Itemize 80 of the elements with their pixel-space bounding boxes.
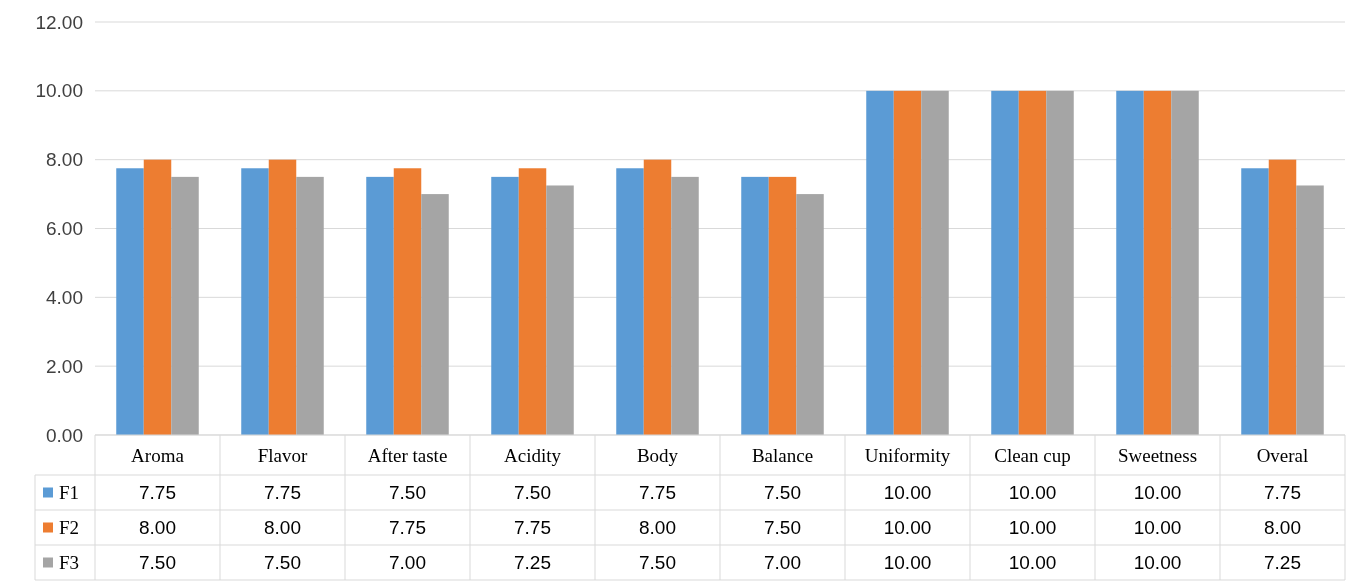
data-label: 7.50 xyxy=(764,482,801,504)
data-label: 10.00 xyxy=(1133,517,1182,539)
data-label: 7.50 xyxy=(764,517,801,539)
data-label: 7.00 xyxy=(764,552,801,574)
x-tick-label: Balance xyxy=(751,444,814,466)
data-label: 7.75 xyxy=(639,482,676,504)
data-label: 8.00 xyxy=(1264,517,1301,539)
y-tick-label: 10.00 xyxy=(35,80,83,102)
bar xyxy=(616,168,644,435)
data-label: 10.00 xyxy=(1133,552,1182,574)
data-label: 10.00 xyxy=(883,482,932,504)
bar xyxy=(921,90,949,435)
bar xyxy=(1116,90,1144,435)
data-label: 10.00 xyxy=(1133,482,1182,504)
data-label: 7.75 xyxy=(389,517,426,539)
x-tick-label: After taste xyxy=(367,444,448,466)
y-tick-label: 8.00 xyxy=(46,149,83,171)
bar xyxy=(171,176,199,435)
bar xyxy=(546,185,574,435)
data-label: 8.00 xyxy=(264,517,301,539)
data-label: 7.00 xyxy=(389,552,426,574)
data-label: 10.00 xyxy=(883,517,932,539)
y-tick-label: 2.00 xyxy=(46,355,83,377)
bar xyxy=(643,159,672,435)
data-label: 7.25 xyxy=(1264,552,1301,574)
data-label: 7.75 xyxy=(139,482,176,504)
x-tick-label: Flavor xyxy=(257,444,308,466)
data-label: 7.50 xyxy=(514,482,551,504)
data-label: 7.75 xyxy=(1264,482,1301,504)
data-label: 10.00 xyxy=(1008,517,1057,539)
data-label: 10.00 xyxy=(1008,482,1057,504)
bar xyxy=(143,159,172,435)
bar xyxy=(1296,185,1324,435)
bar xyxy=(491,176,519,435)
bar xyxy=(991,90,1019,435)
bar xyxy=(1171,90,1199,435)
bar xyxy=(268,159,297,435)
bar xyxy=(518,168,547,435)
data-label: 7.50 xyxy=(389,482,426,504)
bar xyxy=(893,90,922,435)
bar xyxy=(796,194,824,435)
data-label: 7.25 xyxy=(514,552,551,574)
x-tick-label: Overal xyxy=(1256,444,1309,466)
x-tick-label: Sweetness xyxy=(1117,444,1198,466)
x-tick-label: Aroma xyxy=(131,444,185,466)
bar xyxy=(1018,90,1047,435)
bar xyxy=(768,176,797,435)
data-label: 10.00 xyxy=(883,552,932,574)
data-label: 7.50 xyxy=(264,552,301,574)
bar xyxy=(116,168,144,435)
legend-label: F3 xyxy=(59,552,80,574)
data-label: 7.75 xyxy=(514,517,551,539)
y-tick-label: 4.00 xyxy=(46,286,83,308)
x-tick-label: Clean cup xyxy=(994,444,1071,466)
bar xyxy=(393,168,422,435)
bar xyxy=(241,168,269,435)
y-tick-label: 6.00 xyxy=(46,218,83,240)
legend-label: F1 xyxy=(59,482,80,504)
data-label: 8.00 xyxy=(139,517,176,539)
bar xyxy=(1143,90,1172,435)
bar xyxy=(1268,159,1297,435)
y-tick-label: 0.00 xyxy=(46,424,83,446)
data-label: 10.00 xyxy=(1008,552,1057,574)
bar xyxy=(296,176,324,435)
bar xyxy=(671,176,699,435)
bar xyxy=(1046,90,1074,435)
x-tick-label: Uniformity xyxy=(864,444,951,466)
bar xyxy=(741,176,769,435)
data-label: 7.50 xyxy=(139,552,176,574)
bar xyxy=(421,194,449,435)
bar xyxy=(1241,168,1269,435)
data-label: 7.50 xyxy=(639,552,676,574)
x-tick-label: Body xyxy=(636,444,679,466)
bar xyxy=(866,90,894,435)
bar xyxy=(366,176,394,435)
x-tick-label: Acidity xyxy=(504,444,562,466)
data-label: 7.75 xyxy=(264,482,301,504)
data-label: 8.00 xyxy=(639,517,676,539)
legend-label: F2 xyxy=(59,517,80,539)
y-tick-label: 12.00 xyxy=(35,11,83,33)
